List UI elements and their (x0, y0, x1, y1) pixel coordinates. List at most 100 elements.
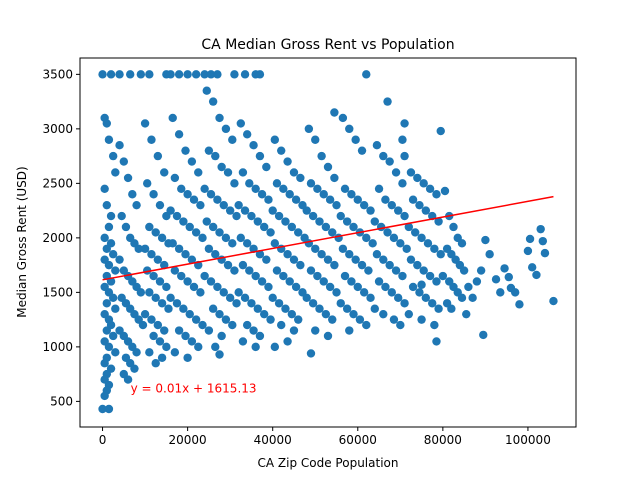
data-point (249, 141, 258, 150)
data-point (217, 162, 226, 172)
data-point (383, 228, 392, 237)
data-point (253, 304, 263, 313)
data-point (425, 184, 435, 194)
data-point (285, 190, 294, 199)
data-point (272, 266, 282, 275)
data-point (345, 250, 354, 259)
x-tick-label: 20000 (169, 433, 207, 447)
data-point (370, 217, 379, 226)
data-point (338, 113, 348, 123)
data-point (289, 168, 299, 177)
data-point (525, 234, 535, 244)
data-point (179, 217, 188, 226)
data-point (400, 299, 409, 308)
data-point (391, 168, 401, 177)
data-point (198, 233, 207, 243)
data-point (393, 206, 403, 215)
data-point (449, 222, 458, 232)
data-point (321, 222, 331, 232)
data-point (100, 359, 109, 368)
data-point (149, 271, 158, 281)
data-point (145, 70, 154, 79)
data-point (242, 130, 252, 139)
data-point (187, 157, 197, 166)
data-point (264, 195, 273, 204)
data-point (104, 342, 114, 352)
data-point (353, 282, 362, 292)
data-point (374, 184, 384, 194)
data-point (170, 173, 180, 183)
data-point (215, 228, 224, 237)
data-point (287, 309, 297, 319)
data-point (153, 151, 163, 161)
data-point (479, 330, 488, 340)
data-point (245, 179, 254, 188)
data-point (255, 70, 265, 79)
data-point (279, 271, 288, 281)
data-point (170, 348, 180, 357)
data-point (504, 272, 513, 282)
data-point (538, 236, 548, 246)
data-point (102, 119, 112, 128)
regression-equation: y = 0.01x + 1615.13 (131, 381, 257, 395)
data-point (523, 246, 533, 256)
data-point (381, 282, 390, 292)
data-point (140, 119, 150, 128)
data-point (236, 119, 245, 128)
data-point (359, 200, 369, 210)
data-point (160, 260, 169, 270)
data-point (223, 260, 233, 270)
data-point (351, 255, 360, 264)
data-point (436, 126, 445, 136)
data-point (274, 211, 284, 221)
data-point (379, 151, 388, 161)
data-point (330, 173, 339, 183)
data-point (459, 266, 469, 275)
data-point (491, 275, 501, 284)
data-point (168, 113, 177, 123)
data-point (234, 200, 243, 210)
data-point (362, 70, 371, 79)
data-point (108, 151, 118, 161)
data-point (411, 228, 420, 237)
data-point (428, 299, 437, 308)
data-point (345, 124, 354, 134)
data-point (291, 195, 301, 204)
data-point (342, 304, 352, 313)
data-point (328, 315, 337, 324)
data-point (302, 206, 311, 215)
data-point (134, 244, 143, 253)
data-point (102, 244, 112, 253)
data-point (104, 222, 114, 232)
data-point (419, 179, 428, 188)
data-point (187, 337, 197, 346)
data-point (181, 250, 190, 259)
data-point (400, 119, 409, 128)
data-point (108, 293, 118, 303)
data-point (211, 342, 220, 352)
data-point (364, 266, 373, 275)
data-point (372, 141, 382, 150)
data-point (232, 211, 241, 221)
data-point (319, 190, 328, 199)
data-point (294, 315, 303, 324)
data-point (283, 157, 292, 166)
data-point (287, 222, 297, 232)
data-point (157, 233, 167, 243)
data-point (111, 304, 120, 313)
data-point (208, 97, 218, 106)
data-point (379, 309, 388, 319)
data-point (162, 282, 171, 292)
data-point (100, 233, 109, 243)
data-point (311, 326, 320, 335)
data-point (406, 255, 416, 264)
data-point (211, 151, 220, 161)
data-point (213, 195, 222, 204)
data-point (289, 326, 299, 335)
data-point (379, 255, 388, 264)
plot-area: y = 0.01x + 1615.13 (98, 70, 558, 414)
data-point (257, 277, 267, 286)
data-point (279, 184, 288, 194)
data-point (440, 186, 450, 196)
